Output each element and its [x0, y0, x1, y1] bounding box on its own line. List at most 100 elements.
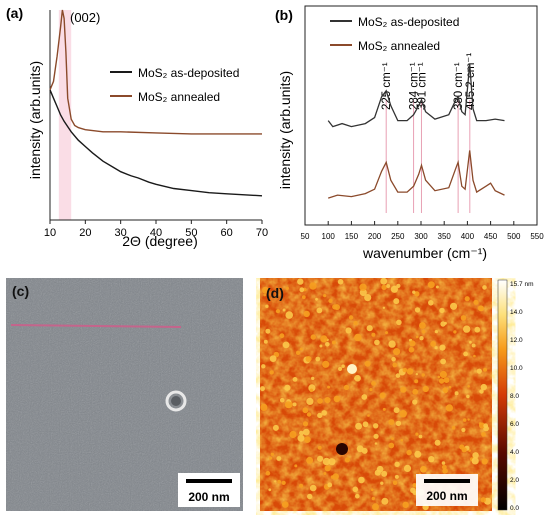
panel-a-label: (a): [6, 5, 23, 21]
afm-grain: [295, 350, 301, 355]
afm-grain: [403, 464, 412, 472]
afm-grain: [285, 286, 289, 290]
afm-colorbar: [497, 279, 508, 511]
afm-grain: [355, 493, 360, 499]
afm-grain: [292, 377, 298, 382]
sem-scalebar-label: 200 nm: [188, 490, 229, 504]
afm-grain: [297, 278, 304, 285]
afm-grain: [380, 278, 388, 285]
afm-grain: [344, 457, 350, 463]
afm-grain: [434, 346, 438, 350]
afm-grain: [483, 367, 487, 372]
afm-grain: [461, 427, 466, 433]
afm-grain: [324, 397, 331, 404]
afm-grain: [443, 388, 448, 394]
afm-grain: [322, 457, 331, 466]
afm-grain: [364, 360, 371, 367]
afm-grain: [396, 319, 402, 326]
afm-grain: [323, 472, 327, 475]
afm-grain: [269, 456, 273, 460]
afm-large-grain: [347, 364, 357, 374]
afm-grain: [394, 474, 399, 479]
afm-colorbar-tick: 8.0: [510, 393, 519, 400]
xrd-series-line: [49, 9, 262, 135]
raman-x-tick-label: 200: [368, 232, 382, 241]
afm-grain: [315, 297, 318, 301]
afm-grain: [265, 304, 269, 308]
afm-image-svg: (d) 200 nm 15.7 nm 14.0 12.0 10.0 8.0 6.0 4.0 2…: [260, 278, 534, 512]
afm-grain: [327, 482, 333, 488]
afm-grain: [276, 456, 282, 461]
afm-grain: [391, 356, 396, 362]
afm-grain: [333, 395, 341, 403]
afm-scalebar: [424, 479, 470, 483]
afm-grain: [354, 377, 357, 380]
afm-grain: [412, 399, 418, 405]
afm-grain: [464, 296, 470, 302]
xrd-x-tick-label: 20: [79, 227, 91, 239]
afm-grain: [334, 304, 340, 311]
raman-x-tick-label: 150: [345, 232, 359, 241]
afm-grain: [471, 343, 476, 348]
afm-grain: [453, 330, 457, 334]
afm-grain: [299, 347, 303, 351]
afm-grain: [309, 282, 317, 290]
afm-grain: [279, 333, 285, 339]
raman-x-tick-label: 400: [461, 232, 475, 241]
afm-grain: [299, 287, 305, 293]
afm-grain: [471, 457, 479, 465]
afm-grain: [386, 284, 391, 288]
panel-d-afm-image: (d) 200 nm 15.7 nm 14.0 12.0 10.0 8.0 6.0 4.0 2…: [256, 278, 550, 515]
afm-grain: [381, 497, 389, 505]
afm-grain: [371, 488, 374, 492]
afm-grain: [438, 378, 445, 384]
afm-colorbar-tick: 14.0: [510, 309, 523, 316]
panel-c-sem-image: (c) 200 nm: [6, 278, 243, 511]
afm-grain: [272, 424, 279, 431]
afm-grain: [437, 375, 441, 379]
afm-grain: [388, 442, 395, 449]
afm-grain: [476, 368, 482, 374]
afm-grain: [466, 394, 470, 399]
afm-grain: [353, 320, 358, 326]
afm-grain: [392, 480, 398, 486]
afm-grain: [322, 360, 330, 368]
afm-grain: [380, 481, 384, 485]
afm-grain: [381, 284, 387, 290]
xrd-chart-svg: (a) 10 20 30 40 50 60 70 (002) intensity (arb.…: [6, 5, 268, 249]
xrd-x-axis-label: 2Θ (degree): [122, 233, 197, 249]
afm-grain: [472, 452, 479, 459]
afm-grain: [374, 469, 381, 476]
afm-grain: [402, 501, 409, 508]
afm-grain: [477, 305, 484, 312]
afm-grain: [260, 403, 268, 411]
afm-grain: [381, 470, 388, 477]
afm-grain: [316, 307, 323, 314]
afm-colorbar-tick: 4.0: [510, 449, 519, 456]
afm-grain: [297, 434, 305, 442]
afm-grain: [366, 325, 373, 332]
afm-grain: [260, 386, 265, 392]
afm-grain: [443, 377, 450, 383]
afm-grain: [282, 341, 290, 349]
afm-grain: [419, 336, 424, 341]
afm-grain: [373, 423, 379, 429]
afm-grain: [478, 422, 482, 425]
afm-grain: [309, 388, 314, 393]
afm-grain: [395, 373, 401, 378]
afm-grain: [332, 473, 339, 480]
afm-grain: [435, 285, 439, 289]
afm-grain: [279, 397, 285, 403]
afm-grain: [362, 421, 369, 428]
afm-grain: [462, 418, 467, 422]
afm-grain: [284, 384, 291, 391]
afm-grain: [317, 398, 323, 404]
afm-colorbar-tick: 12.0: [510, 337, 523, 344]
afm-grain: [369, 388, 373, 392]
afm-grain: [421, 373, 425, 377]
afm-grain: [428, 456, 435, 463]
afm-grain: [265, 328, 271, 334]
raman-x-tick-label: 250: [391, 232, 405, 241]
afm-grain: [463, 325, 471, 333]
raman-x-tick-label: 100: [322, 232, 336, 241]
